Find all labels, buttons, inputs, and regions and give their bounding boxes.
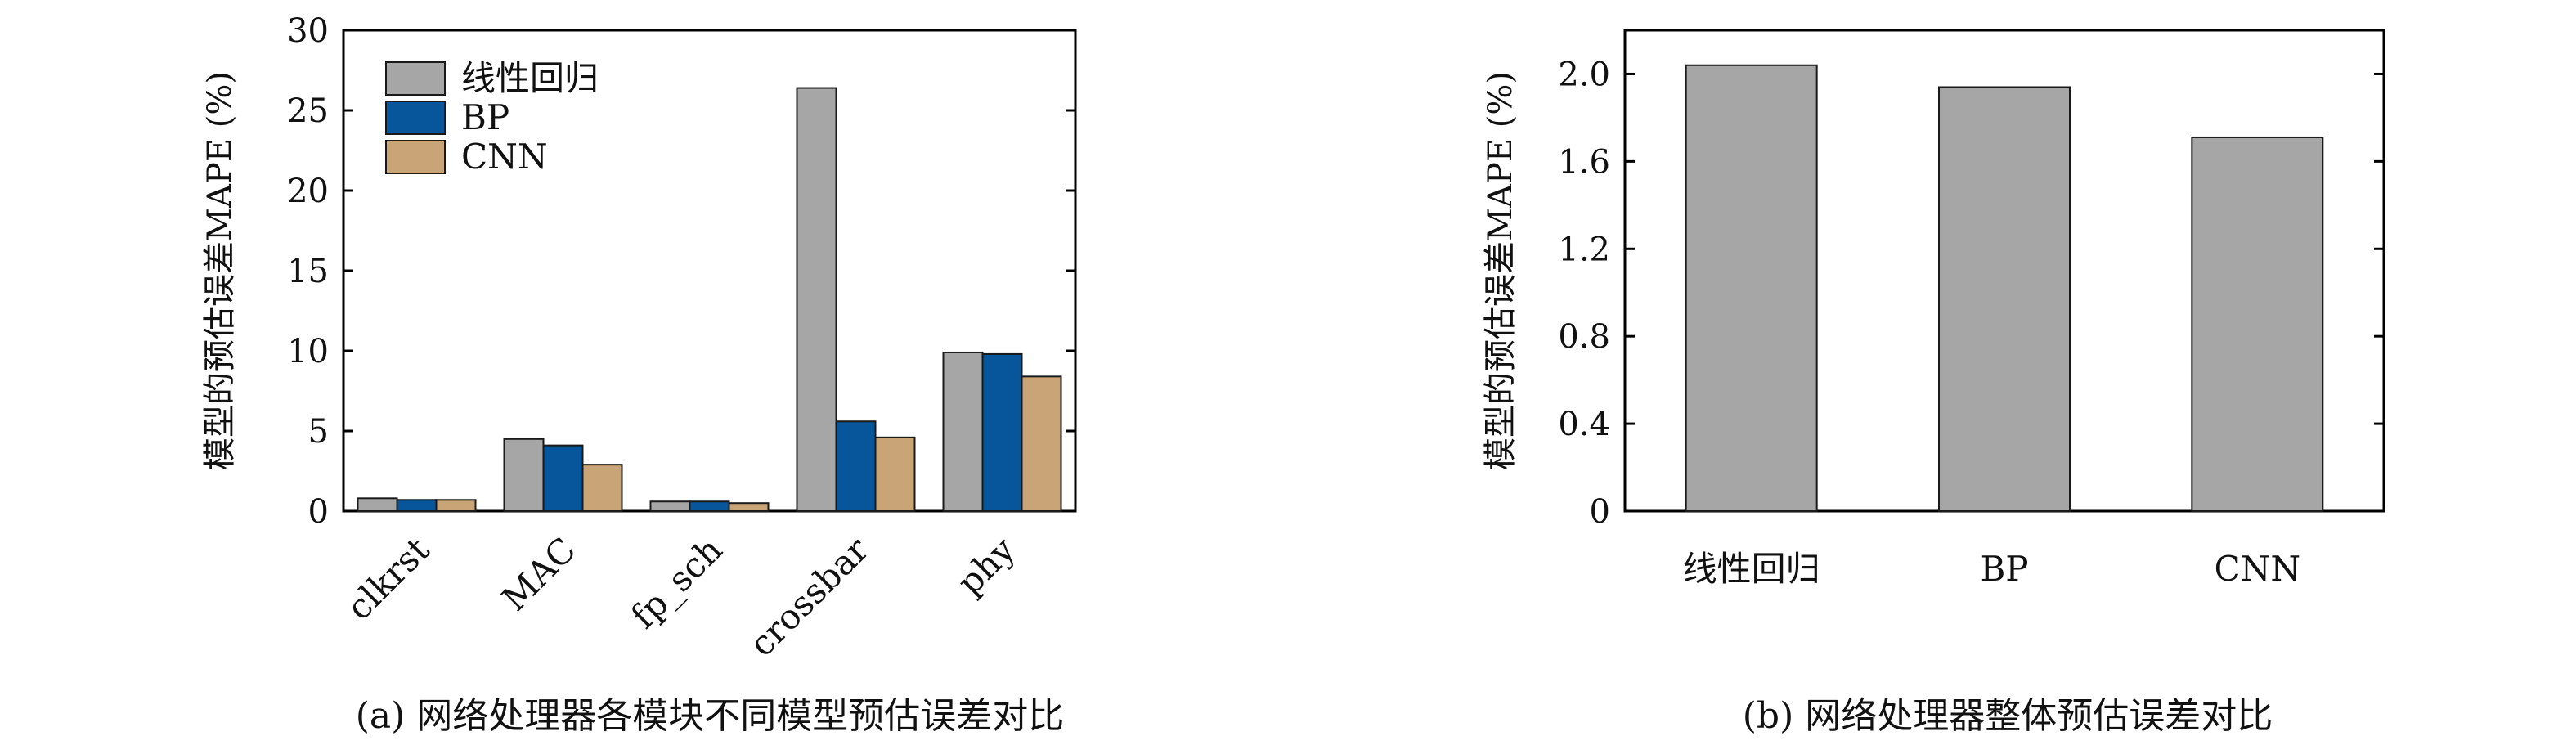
bar [689,500,730,512]
y-tick-label: 0.4 [1558,406,1610,443]
bar [874,436,916,513]
legend-swatch [385,101,446,135]
y-tick-label: 20 [287,173,329,210]
x-tick-label: 线性回归 [1683,549,1820,589]
y-tick-label: 30 [287,12,329,50]
y-tick-label: 1.2 [1558,231,1610,268]
legend-label: BP [461,97,509,137]
bar [503,438,545,512]
y-tick-label: 10 [287,333,329,370]
legend-label: 线性回归 [461,58,599,98]
bar [2191,136,2324,513]
caption: (a) 网络处理器各模块不同模型预估误差对比 [356,695,1065,737]
bar [581,464,623,512]
y-tick-label: 0 [1590,493,1610,531]
bar [796,87,837,512]
legend-swatch [385,61,446,96]
y-axis-label: 模型的预估误差MAPE (%) [201,71,239,470]
x-tick-label: MAC [494,529,583,618]
bar [1938,86,2071,512]
y-tick-label: 0 [308,493,329,531]
bar [835,420,877,512]
bar [435,499,477,513]
x-tick-label: crossbar [742,529,877,664]
bar [942,351,984,512]
bar [1685,64,1818,513]
y-tick-label: 5 [308,413,329,451]
bar [542,444,584,513]
y-tick-label: 0.8 [1558,318,1610,356]
y-tick-label: 25 [287,92,329,130]
x-tick-label: CNN [2215,549,2301,589]
legend-swatch [385,140,446,174]
x-tick-label: clkrst [339,529,437,627]
bar [357,497,398,513]
bar [649,500,691,512]
bar [396,499,438,513]
x-tick-label: BP [1980,549,2028,589]
y-tick-label: 2.0 [1558,56,1610,93]
bar [981,352,1023,513]
y-tick-label: 1.6 [1558,143,1610,181]
x-tick-label: phy [949,529,1023,603]
chart-a: 0 5 10 15 20 25 30 模型的预估误差MAPE (%) clkrst MAC fp_s… [201,12,1077,737]
y-tick-label: 15 [287,253,329,290]
bar [1021,375,1062,512]
x-tick-label: fp_sch [623,529,730,636]
chart-b: 0 0.4 0.8 1.2 1.6 2.0 模型的预估误差MAPE (%) 线性回归 BP CNN… [1482,29,2385,737]
y-axis-label: 模型的预估误差MAPE (%) [1482,71,1519,470]
caption: (b) 网络处理器整体预估误差对比 [1743,695,2273,737]
legend-label: CNN [461,137,548,177]
bar [728,502,770,513]
